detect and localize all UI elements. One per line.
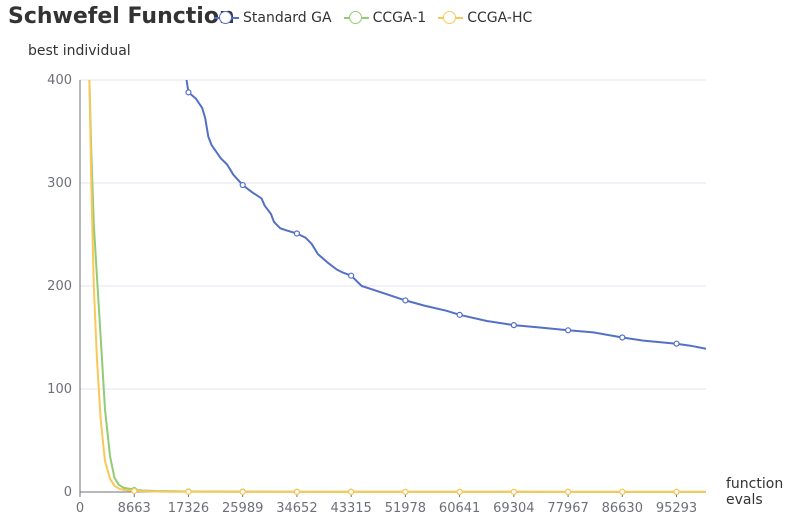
y-tick-label-300: 300 <box>47 176 72 191</box>
series-line-standard-ga <box>185 80 706 350</box>
y-axis-label: best individual <box>28 43 131 59</box>
y-tick-label-0: 0 <box>64 485 72 500</box>
legend-swatch-ccga-hc <box>438 11 464 25</box>
legend-label-standard-ga: Standard GA <box>243 10 332 26</box>
x-axis-label: function evals <box>726 476 784 508</box>
point-standard-ga-77967 <box>564 327 572 334</box>
point-ccga-hc-51978 <box>402 488 409 495</box>
legend-label-ccga-hc: CCGA-HC <box>467 10 533 26</box>
y-tick-label-400: 400 <box>47 73 72 88</box>
grid-lines <box>80 79 706 390</box>
x-tick-label-60641: 60641 <box>439 501 480 516</box>
point-ccga-hc-25989 <box>239 488 246 495</box>
x-tick-label-25989: 25989 <box>222 501 263 516</box>
point-ccga-hc-77967 <box>564 488 572 495</box>
legend-swatch-standard-ga <box>214 11 239 25</box>
point-standard-ga-69304 <box>510 322 517 329</box>
point-standard-ga-86630 <box>619 334 626 341</box>
point-standard-ga-43315 <box>348 272 355 279</box>
x-tick-label-43315: 43315 <box>330 501 371 516</box>
point-standard-ga-17326 <box>185 89 192 96</box>
point-ccga-hc-60641 <box>456 488 463 495</box>
point-ccga-hc-17326 <box>185 488 192 495</box>
x-tick-label-69304: 69304 <box>493 501 534 516</box>
x-tick-label-95293: 95293 <box>656 501 697 516</box>
x-tick-label-0: 0 <box>76 501 84 516</box>
x-tick-label-77967: 77967 <box>547 501 588 516</box>
point-standard-ga-25989 <box>239 181 246 189</box>
point-ccga-hc-34652 <box>293 488 301 495</box>
point-ccga-hc-69304 <box>510 488 517 495</box>
point-ccga-hc-8663 <box>131 487 138 495</box>
x-tick-label-34652: 34652 <box>276 501 317 516</box>
y-tick-label-100: 100 <box>47 382 72 397</box>
y-tick-label-200: 200 <box>47 279 72 294</box>
x-tick-label-17326: 17326 <box>168 501 209 516</box>
point-ccga-hc-86630 <box>619 488 626 495</box>
x-tick-label-86630: 86630 <box>602 501 643 516</box>
point-standard-ga-34652 <box>293 230 301 237</box>
legend-item-ccga-hc[interactable]: CCGA-HC <box>438 10 532 26</box>
legend-item-ccga-1[interactable]: CCGA-1 <box>343 10 427 26</box>
x-tick-label-51978: 51978 <box>385 501 426 516</box>
y-axis-ticks: 0 100 200 300 400 <box>47 73 72 500</box>
x-axis: 0 8663 17326 25989 34652 43315 51978 60641 69304… <box>76 80 706 516</box>
point-standard-ga-51978 <box>402 297 409 304</box>
x-tick-label-8663: 8663 <box>118 501 151 516</box>
point-ccga-hc-95293 <box>673 488 680 495</box>
series-line-ccga-hc <box>88 80 706 493</box>
point-ccga-hc-43315 <box>348 488 355 495</box>
legend-label-ccga-1: CCGA-1 <box>372 10 427 26</box>
point-standard-ga-95293 <box>673 340 680 347</box>
legend: Standard GA CCGA-1 CCGA-HC <box>214 8 532 28</box>
chart-title: Schwefel Function <box>8 4 235 29</box>
legend-swatch-ccga-1 <box>343 11 369 25</box>
point-standard-ga-60641 <box>456 311 463 318</box>
series-lines <box>88 80 706 495</box>
legend-item-standard-ga[interactable]: Standard GA <box>214 10 332 26</box>
